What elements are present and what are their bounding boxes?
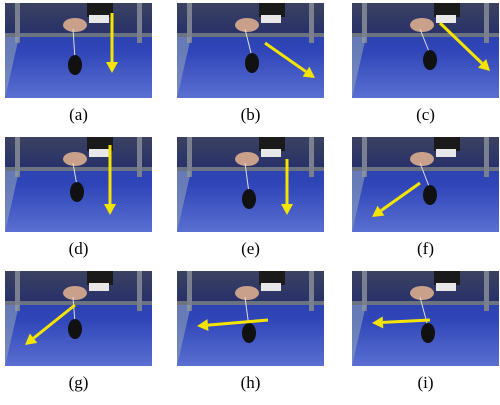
tank-post [309, 3, 314, 43]
cuff [436, 149, 456, 157]
robot-fish [242, 189, 256, 209]
photo [352, 271, 499, 366]
hand [235, 152, 259, 166]
robot-fish [423, 185, 437, 205]
hand [63, 152, 87, 166]
hand [410, 18, 434, 32]
tank-post [309, 137, 314, 177]
cuff [436, 15, 456, 23]
sleeve [434, 137, 460, 151]
tank-post [484, 3, 489, 43]
hand [63, 286, 87, 300]
sleeve [259, 271, 285, 285]
caption: (c) [416, 105, 435, 124]
photo [352, 137, 499, 232]
cuff [261, 149, 281, 157]
figure: (a) (b) (c) (d) (e) (f) (g) (h) (i) [0, 0, 500, 405]
tank-frame [352, 167, 499, 171]
caption: (d) [69, 239, 89, 258]
robot-fish [68, 319, 82, 339]
robot-fish [68, 55, 82, 75]
cuff [89, 149, 109, 157]
caption: (b) [241, 105, 261, 124]
caption: (i) [417, 373, 433, 392]
photo [5, 137, 152, 232]
hand [235, 286, 259, 300]
tank-frame [177, 167, 324, 171]
caption: (a) [69, 105, 88, 124]
hand [410, 152, 434, 166]
photo [5, 271, 152, 366]
caption: (f) [417, 239, 434, 258]
tank-frame [177, 33, 324, 37]
robot-fish [242, 323, 256, 343]
caption: (h) [241, 373, 261, 392]
robot-fish [421, 323, 435, 343]
caption: (e) [241, 239, 260, 258]
cuff [89, 15, 109, 23]
sleeve [87, 271, 113, 285]
sleeve [259, 137, 285, 151]
cuff [261, 15, 281, 23]
tank-frame [5, 167, 152, 171]
tank-post [137, 137, 142, 177]
tank-post [137, 3, 142, 43]
tank-frame [5, 301, 152, 305]
tank-frame [352, 33, 499, 37]
cuff [436, 283, 456, 291]
robot-fish [70, 182, 84, 202]
caption: (g) [69, 373, 89, 392]
robot-fish [245, 53, 259, 73]
photo [352, 3, 499, 98]
cuff [261, 283, 281, 291]
sleeve [434, 3, 460, 17]
photo [177, 3, 324, 98]
robot-fish [423, 50, 437, 70]
tank-frame [177, 301, 324, 305]
photo [5, 3, 152, 98]
hand [63, 18, 87, 32]
sleeve [259, 3, 285, 17]
tank-post [137, 271, 142, 311]
hand [410, 286, 434, 300]
tank-post [309, 271, 314, 311]
photo [177, 271, 324, 366]
sleeve [434, 271, 460, 285]
tank-frame [352, 301, 499, 305]
cuff [89, 283, 109, 291]
tank-post [484, 137, 489, 177]
sleeve [87, 3, 113, 17]
tank-post [484, 271, 489, 311]
tank-frame [5, 33, 152, 37]
hand [235, 18, 259, 32]
photo [177, 137, 324, 232]
